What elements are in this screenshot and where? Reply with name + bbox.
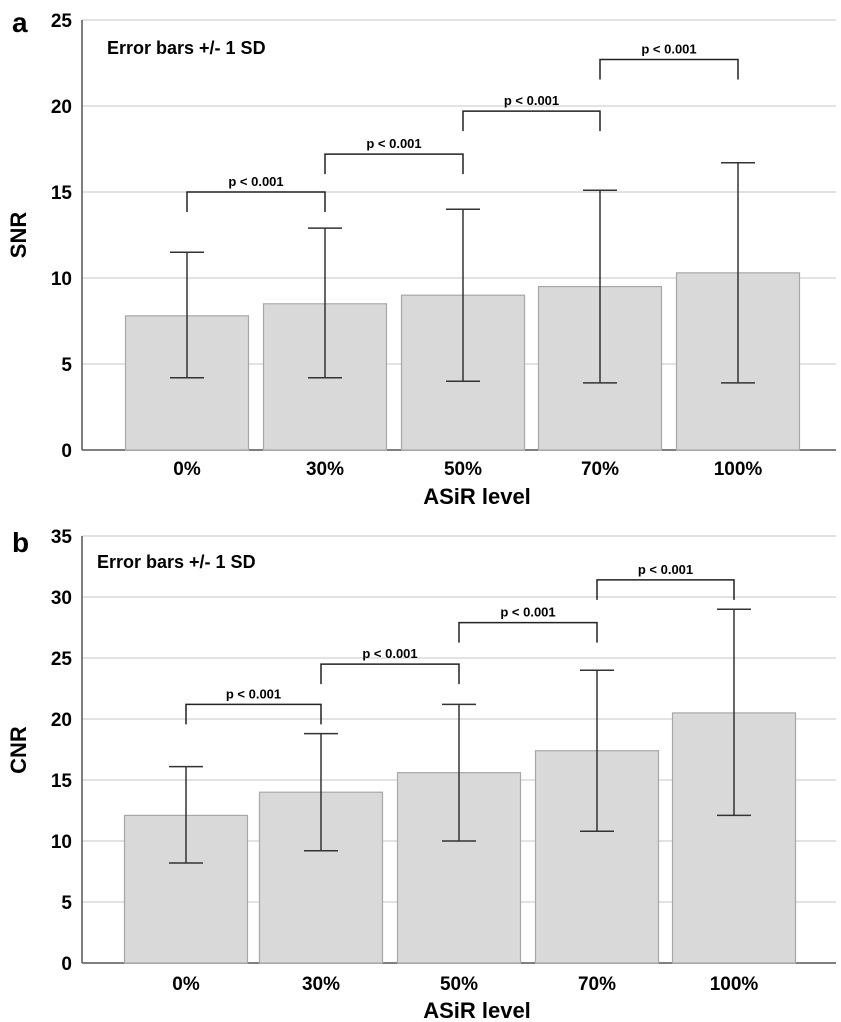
error-bar [304,732,338,852]
bracket-line [324,153,464,175]
error-bar [442,703,476,842]
p-value-label: p < 0.001 [641,42,696,57]
significance-bracket: p < 0.001 [596,562,735,600]
y-tick-label: 30 [51,588,72,609]
x-tick-label: 50% [440,974,478,995]
error-bar [446,208,480,382]
error-bar [169,765,203,864]
x-tick-label: 100% [710,974,759,995]
chart-panel-b: 0 5 10 15 20 25 30 35 0% 30% 50% 70% 100% p < 0.001 p … [6,527,836,1022]
error-bar [717,608,751,817]
error-bar [721,162,755,384]
p-value-label: p < 0.001 [638,562,693,577]
y-tick-label: 5 [61,355,72,376]
x-tick-label: 70% [578,974,616,995]
y-tick-label: 20 [51,710,72,731]
error-bar [170,251,204,379]
p-value-label: p < 0.001 [226,686,281,701]
x-tick-label: 70% [581,459,619,480]
y-tick-label: 15 [51,183,73,204]
y-tick-label: 25 [51,11,73,32]
panel-letter: b [12,527,29,558]
y-tick-label: 10 [51,269,72,290]
y-axis-title: CNR [6,726,31,774]
y-tick-label: 5 [61,893,72,914]
x-axis-title: ASiR level [423,998,531,1022]
error-bar [583,189,617,384]
bracket-line [462,110,601,132]
error-bars-note: Error bars +/- 1 SD [107,38,266,58]
y-tick-label: 10 [51,832,72,853]
p-value-label: p < 0.001 [228,174,283,189]
y-tick-label: 20 [51,97,72,118]
significance-bracket: p < 0.001 [324,136,464,175]
significance-bracket: p < 0.001 [599,42,739,80]
x-tick-label: 0% [172,974,200,995]
p-value-label: p < 0.001 [500,605,555,620]
significance-bracket: p < 0.001 [185,686,322,725]
x-tick-label: 0% [173,459,201,480]
x-axis-title: ASiR level [423,484,531,509]
p-value-label: p < 0.001 [504,93,559,108]
y-tick-label: 0 [61,441,72,462]
bracket-line [596,579,735,600]
panel-letter: a [12,7,28,38]
significance-bracket: p < 0.001 [462,93,601,132]
x-tick-label: 30% [302,974,340,995]
p-value-label: p < 0.001 [362,646,417,661]
significance-bracket: p < 0.001 [458,605,598,643]
bracket-line [599,58,739,80]
y-tick-label: 15 [51,771,73,792]
y-tick-label: 0 [61,954,72,975]
x-tick-label: 30% [306,459,344,480]
x-tick-label: 100% [714,459,763,480]
bracket-line [458,621,598,643]
error-bar [308,227,342,379]
error-bars-note: Error bars +/- 1 SD [97,552,256,572]
y-tick-label: 35 [51,527,73,548]
p-value-label: p < 0.001 [366,136,421,151]
significance-bracket: p < 0.001 [320,646,460,685]
error-bar [580,669,614,832]
y-tick-label: 25 [51,649,73,670]
bracket-line [186,191,326,212]
x-tick-label: 50% [444,459,482,480]
bracket-line [320,663,460,685]
significance-bracket: p < 0.001 [186,174,326,212]
bracket-line [185,703,322,725]
chart-panel-a: 0 5 10 15 20 25 0% 30% 50% 70% 100% p < 0.001 p < 0.… [6,7,836,509]
y-axis-title: SNR [6,212,31,259]
